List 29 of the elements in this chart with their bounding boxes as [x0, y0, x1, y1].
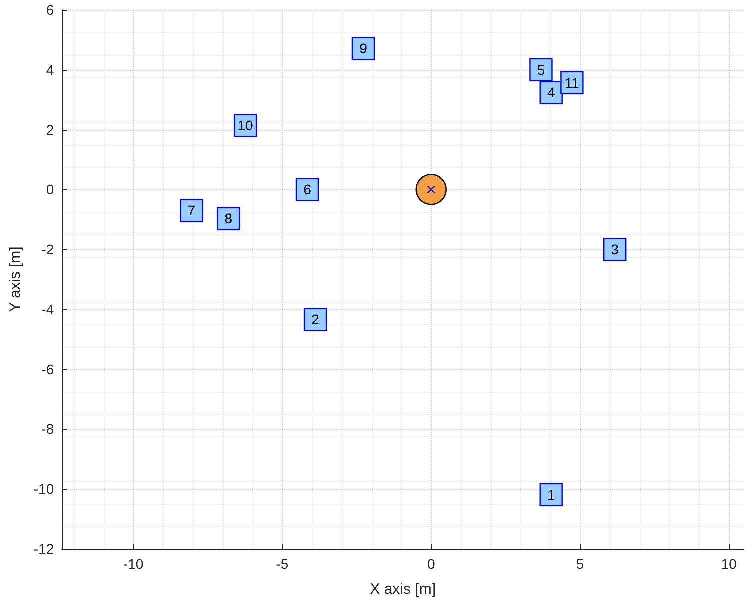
- x-tick-label: -10: [123, 556, 144, 572]
- x-axis-title: X axis [m]: [370, 581, 436, 598]
- y-tick-label: 6: [46, 2, 54, 18]
- y-tick-label: -10: [34, 481, 54, 498]
- annotation: 9: [360, 40, 368, 57]
- annotation: 1: [547, 486, 556, 503]
- y-tick-label: -4: [42, 301, 54, 318]
- annotation: 6: [304, 182, 312, 198]
- annotation: 7: [188, 202, 196, 219]
- x-tick-label: 10: [721, 556, 738, 572]
- y-tick-label: 2: [46, 122, 54, 138]
- annotation: 2: [312, 312, 320, 328]
- annotation: 8: [224, 210, 233, 227]
- y-tick-label: -6: [42, 361, 54, 378]
- point: [416, 174, 447, 206]
- y-tick-label: -2: [42, 242, 54, 258]
- y-tick-label: 0: [46, 182, 54, 198]
- x-tick-label: -5: [276, 556, 289, 572]
- annotation: 10: [238, 118, 254, 134]
- annotation: 5: [537, 62, 546, 78]
- y-tick-label: -12: [34, 541, 54, 557]
- x-tick-label: 0: [427, 556, 436, 572]
- annotation: 4: [547, 84, 556, 101]
- y-axis-title: Y axis [m]: [7, 246, 24, 312]
- y-tick-label: 4: [46, 62, 54, 78]
- y-tick-label: -8: [42, 421, 54, 438]
- x-tick-label: 5: [576, 556, 584, 572]
- annotation: 11: [564, 74, 580, 91]
- annotation: 3: [611, 242, 620, 258]
